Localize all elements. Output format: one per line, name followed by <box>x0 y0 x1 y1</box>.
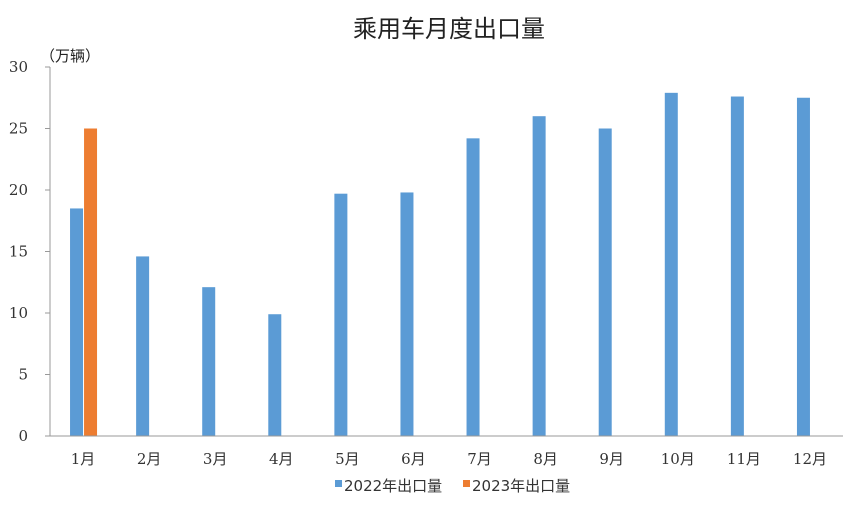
x-tick-label: 11月 <box>727 450 761 468</box>
legend: 2022年出口量 2023年出口量 <box>335 477 570 495</box>
y-tick-label: 15 <box>9 243 28 261</box>
x-tick-label: 6月 <box>401 450 426 468</box>
bar <box>268 314 282 436</box>
legend-label: 2023年出口量 <box>472 477 570 495</box>
y-tick-label: 25 <box>9 120 28 138</box>
chart-title: 乘用车月度出口量 <box>353 15 545 43</box>
bar <box>70 208 84 436</box>
x-tick-label: 9月 <box>599 450 624 468</box>
legend-label: 2022年出口量 <box>344 477 442 495</box>
x-tick-label: 10月 <box>661 450 695 468</box>
bar <box>334 193 348 436</box>
bars <box>70 92 810 437</box>
bar <box>796 97 810 436</box>
x-tick-label: 1月 <box>71 450 96 468</box>
y-tick-label: 20 <box>9 181 28 199</box>
y-axis-unit-label: （万辆） <box>40 47 100 65</box>
bar <box>664 92 678 436</box>
bar <box>730 96 744 437</box>
y-tick-label: 5 <box>18 366 28 384</box>
bar <box>84 128 98 436</box>
x-tick-label: 2月 <box>137 450 162 468</box>
bar <box>202 287 216 436</box>
bar <box>532 116 546 436</box>
x-axis: 1月 2月 3月 4月 5月 6月 7月 8月 9月 10月 11月 12月 <box>71 450 827 468</box>
y-tick-label: 10 <box>9 304 28 322</box>
x-tick-label: 4月 <box>269 450 294 468</box>
x-tick-label: 8月 <box>533 450 558 468</box>
bar <box>466 138 480 436</box>
x-tick-label: 12月 <box>793 450 827 468</box>
bar <box>136 256 150 436</box>
x-tick-label: 3月 <box>203 450 228 468</box>
legend-swatch <box>463 480 470 487</box>
bar <box>598 128 612 436</box>
y-tick-label: 0 <box>18 427 28 445</box>
x-tick-label: 5月 <box>335 450 360 468</box>
y-axis: 0 5 10 15 20 25 30 <box>9 58 50 445</box>
y-tick-label: 30 <box>9 58 28 76</box>
bar <box>400 192 414 436</box>
x-tick-label: 7月 <box>467 450 492 468</box>
legend-swatch <box>335 480 342 487</box>
